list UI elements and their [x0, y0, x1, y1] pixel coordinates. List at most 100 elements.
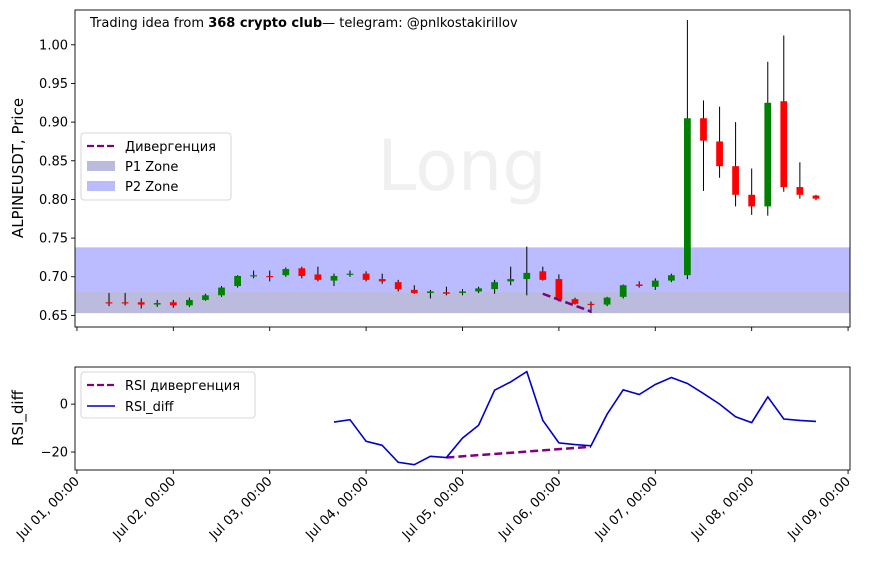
candle	[635, 281, 643, 288]
rsi-x-tick-label: Jul 02, 00:00	[110, 474, 179, 543]
candle	[764, 61, 772, 216]
legend-label-p2: P2 Zone	[125, 180, 178, 195]
candle-body	[619, 285, 627, 297]
candle-body	[153, 303, 161, 305]
price-y-axis-label: ALPINEUSDT, Price	[9, 98, 27, 238]
candle-body	[362, 273, 370, 280]
candle	[266, 270, 274, 282]
rsi-legend: RSI дивергенция RSI_diff	[80, 371, 256, 419]
candle	[684, 20, 691, 280]
candle	[507, 266, 515, 286]
candle-body	[105, 302, 113, 304]
rsi-divergence-line	[446, 445, 592, 459]
candle	[459, 289, 466, 296]
candle	[121, 292, 129, 306]
rsi-diff-line	[333, 370, 817, 466]
rsi-series	[333, 370, 817, 466]
candle	[298, 266, 306, 279]
header-brand: 368 crypto club	[208, 16, 322, 31]
candle-body	[459, 291, 466, 293]
rsi-divergence	[446, 445, 592, 459]
candle	[250, 270, 257, 279]
candle-body	[748, 194, 756, 207]
legend-label-divergence: Дивергенция	[125, 140, 216, 155]
header-suffix: — telegram: @pnlkostakirillov	[322, 16, 518, 31]
legend-label-rsi-divergence: RSI дивергенция	[125, 379, 240, 394]
candle-body	[346, 273, 354, 275]
candle-body	[378, 279, 386, 282]
candle-body	[427, 291, 434, 293]
candle	[555, 274, 563, 302]
rsi-x-tick-label: Jul 08, 00:00	[688, 474, 757, 543]
candle	[780, 35, 788, 192]
rsi-y-tick-label: −20	[41, 446, 68, 461]
candle	[748, 168, 756, 215]
candle-body	[716, 141, 723, 167]
legend-label-rsi-diff: RSI_diff	[125, 400, 174, 415]
candle-body	[443, 292, 450, 294]
candle	[523, 246, 531, 296]
rsi-x-tick-label: Jul 04, 00:00	[303, 474, 372, 543]
candle-body	[186, 299, 193, 306]
candle-body	[330, 275, 338, 281]
price-divergence-line	[542, 292, 592, 313]
rsi-x-tick-label: Jul 06, 00:00	[495, 474, 564, 543]
candle	[378, 273, 386, 284]
candle	[105, 292, 113, 307]
legend-swatch-p2	[87, 181, 115, 191]
rsi-x-tick-label: Jul 09, 00:00	[785, 474, 854, 543]
candle	[410, 285, 418, 294]
price-legend: Дивергенция P1 Zone P2 Zone	[80, 132, 232, 201]
candle	[394, 279, 402, 292]
candle-body	[218, 287, 225, 296]
candle	[427, 289, 434, 299]
candle-body	[732, 166, 739, 195]
rsi-y-axis-label: RSI_diff	[9, 389, 28, 446]
rsi-x-tick-label: Jul 07, 00:00	[592, 474, 661, 543]
candle	[812, 194, 820, 201]
candle	[716, 106, 723, 178]
header-annotation: Trading idea from 368 crypto club— teleg…	[89, 16, 518, 31]
rsi-x-tick-label: Jul 01, 00:00	[13, 474, 82, 543]
header-prefix: Trading idea from	[89, 16, 208, 31]
candle-body	[234, 275, 241, 287]
rsi-x-ticks: Jul 01, 00:00 Jul 02, 00:00 Jul 03, 00:00 J…	[13, 470, 854, 544]
price-y-tick-label: 0.95	[39, 77, 68, 92]
price-zones	[75, 247, 850, 314]
candle-body	[523, 272, 531, 280]
candle	[330, 273, 338, 287]
legend-swatch-p1	[87, 161, 115, 171]
candle	[651, 278, 659, 290]
candle	[700, 100, 707, 191]
candle-body	[507, 279, 515, 282]
price-y-tick-label: 0.65	[39, 309, 68, 324]
candle-body	[764, 102, 772, 207]
candle	[153, 299, 161, 307]
candlesticks	[105, 20, 820, 314]
candle	[571, 297, 579, 305]
rsi-panel: 0 −20 Jul 01, 00:00 Jul 02, 00:00 Jul 03, 0…	[9, 366, 854, 544]
rsi-y-ticks: 0 −20	[41, 398, 75, 461]
candle-body	[314, 274, 322, 280]
candle-body	[651, 280, 659, 287]
candle-body	[394, 282, 402, 290]
price-panel: Long 0.65 0.70 0.75 0.80 0.85 0.90 0.95 1.00 AL…	[9, 9, 851, 331]
rsi-x-tick-label: Jul 03, 00:00	[206, 474, 275, 543]
candle	[443, 286, 450, 296]
legend-label-p1: P1 Zone	[125, 160, 178, 175]
price-legend-box	[80, 132, 232, 201]
candle-body	[266, 275, 274, 278]
candle	[539, 266, 547, 281]
candle	[186, 297, 193, 307]
rsi-y-tick-label: 0	[60, 398, 68, 413]
candle	[346, 270, 354, 277]
candle-body	[121, 302, 129, 304]
candle	[619, 284, 627, 299]
price-y-tick-label: 0.75	[39, 232, 68, 247]
candle	[218, 286, 225, 297]
candle-body	[635, 284, 643, 287]
candle-body	[202, 295, 209, 300]
candle-body	[539, 271, 547, 280]
candle	[475, 286, 482, 293]
candle	[234, 275, 241, 288]
